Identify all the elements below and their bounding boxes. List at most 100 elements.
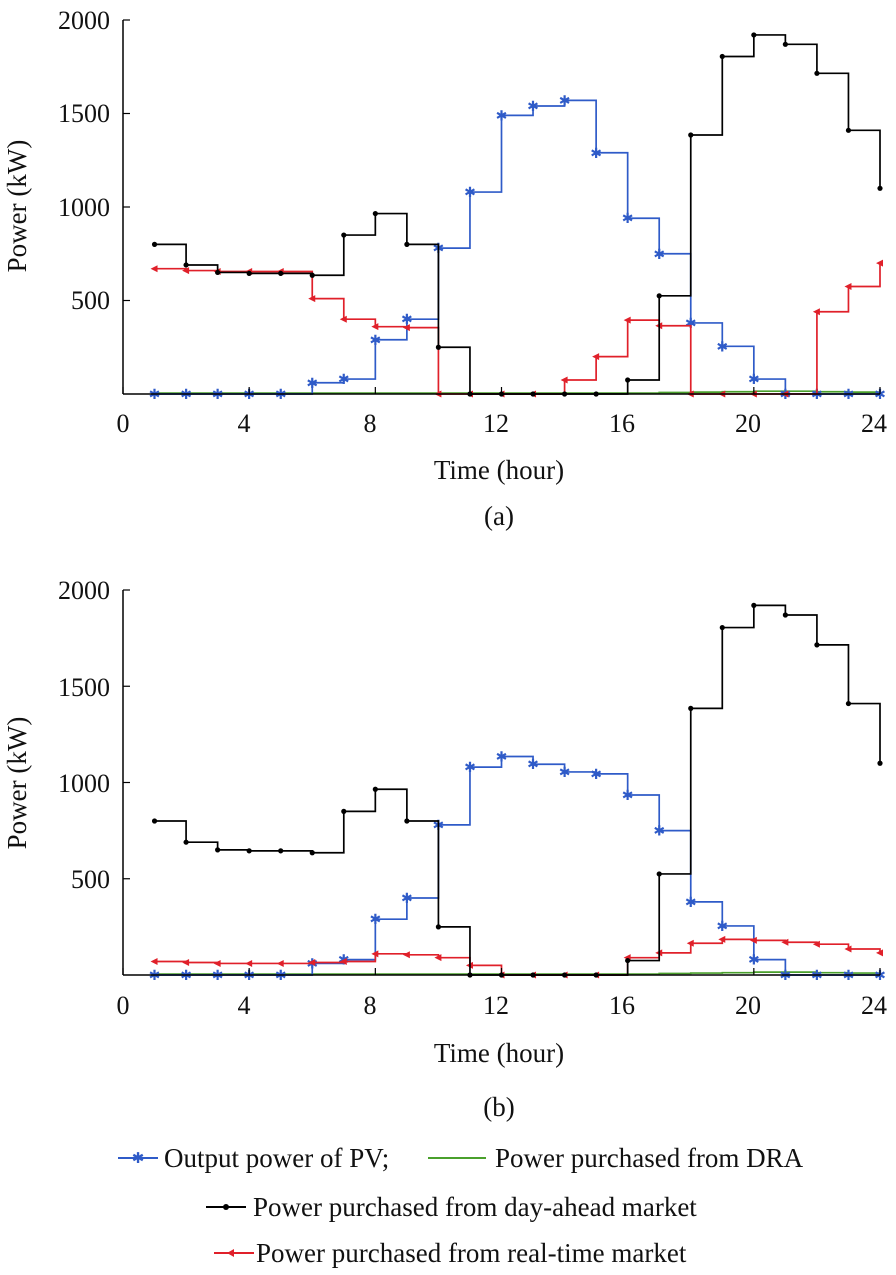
- point-marker-dam: [656, 293, 662, 299]
- point-marker-pv: ✱: [843, 968, 855, 984]
- point-marker-dam: [341, 808, 347, 814]
- point-marker-pv: ✱: [843, 387, 855, 403]
- point-marker-pv: ✱: [401, 312, 413, 328]
- legend: ✱ Output power of PV; Power purchased fr…: [118, 1143, 804, 1268]
- point-marker-pv: ✱: [622, 211, 634, 227]
- point-marker-pv: ✱: [527, 757, 539, 773]
- series-dra: [154, 971, 880, 975]
- y-tick-label: 500: [71, 286, 110, 315]
- point-marker-dam: [183, 262, 189, 268]
- series-pv: ✱✱✱✱✱✱✱✱✱✱✱✱✱✱✱✱✱✱✱✱✱✱✱✱: [149, 93, 886, 403]
- point-marker-dam: [341, 232, 347, 238]
- point-marker-rtm: [150, 958, 158, 966]
- point-marker-pv: ✱: [369, 333, 381, 349]
- y-tick-label: 1000: [58, 769, 110, 798]
- point-marker-pv: ✱: [212, 387, 224, 403]
- legend-label-dra: Power purchased from DRA: [495, 1143, 804, 1173]
- point-marker-pv: ✱: [622, 788, 634, 804]
- point-marker-dam: [719, 53, 725, 60]
- legend-marker-rtm: [227, 1249, 234, 1257]
- point-marker-dam: [246, 848, 252, 854]
- point-marker-pv: ✱: [716, 919, 728, 935]
- point-marker-dam: [151, 241, 158, 247]
- series-dam: [151, 32, 883, 397]
- point-marker-dam: [309, 272, 315, 278]
- point-marker-dam: [814, 70, 820, 76]
- point-marker-rtm: [686, 939, 694, 947]
- point-marker-dam: [877, 185, 883, 191]
- series-line-pv: [154, 99, 880, 395]
- x-tick-label: 20: [735, 409, 761, 438]
- y-tick-label: 2000: [58, 6, 110, 35]
- point-marker-pv: ✱: [149, 968, 161, 984]
- point-marker-dam: [814, 642, 820, 648]
- point-marker-dam: [404, 818, 410, 824]
- point-marker-dam: [751, 602, 757, 609]
- x-tick-label: 0: [117, 991, 130, 1020]
- point-marker-pv: ✱: [748, 372, 760, 388]
- x-tick-label: 4: [238, 409, 251, 438]
- point-marker-pv: ✱: [653, 824, 665, 840]
- point-marker-rtm: [876, 259, 883, 267]
- point-marker-rtm: [371, 950, 379, 958]
- point-marker-pv: ✱: [464, 760, 476, 776]
- point-marker-pv: ✱: [180, 387, 192, 403]
- point-marker-dam: [719, 624, 725, 631]
- point-marker-pv: ✱: [780, 968, 792, 984]
- point-marker-pv: ✱: [653, 247, 665, 263]
- y-tick-label: 1000: [58, 193, 110, 222]
- series-line-rtm: [154, 938, 881, 976]
- point-marker-pv: ✱: [306, 376, 318, 392]
- y-tick-label: 500: [71, 865, 110, 894]
- point-marker-pv: ✱: [243, 387, 255, 403]
- point-marker-dam: [404, 241, 410, 247]
- point-marker-pv: ✱: [559, 93, 571, 109]
- point-marker-rtm: [308, 958, 316, 966]
- series-line-dam: [154, 604, 881, 976]
- point-marker-pv: ✱: [811, 387, 823, 403]
- legend-entry-rtm: Power purchased from real-time market: [214, 1238, 687, 1268]
- point-marker-dam: [278, 848, 284, 854]
- point-marker-rtm: [245, 959, 253, 967]
- point-marker-dam: [782, 612, 788, 618]
- x-tick-label: 8: [364, 409, 377, 438]
- x-tick-label: 16: [609, 409, 635, 438]
- legend-label-pv: Output power of PV;: [164, 1143, 389, 1173]
- point-marker-dam: [215, 847, 221, 853]
- point-marker-pv: ✱: [874, 968, 886, 984]
- y-axis-label: Power (kW): [2, 717, 32, 850]
- point-marker-dam: [877, 760, 883, 766]
- point-marker-pv: ✱: [496, 750, 508, 766]
- point-marker-rtm: [339, 315, 347, 323]
- panel-title-b: (b): [483, 1092, 514, 1122]
- point-marker-rtm: [402, 324, 410, 332]
- x-tick-label: 24: [861, 991, 887, 1020]
- point-marker-dam: [845, 700, 852, 707]
- point-marker-rtm: [876, 949, 883, 957]
- x-tick-label: 0: [117, 409, 130, 438]
- point-marker-rtm: [812, 940, 820, 948]
- x-tick-label: 16: [609, 991, 635, 1020]
- point-marker-dam: [782, 41, 788, 47]
- point-marker-rtm: [844, 282, 852, 290]
- point-marker-pv: ✱: [716, 339, 728, 355]
- legend-entry-dam: Power purchased from day-ahead market: [206, 1192, 697, 1222]
- point-marker-pv: ✱: [685, 316, 697, 332]
- chart-panel-b: ✱✱✱✱✱✱✱✱✱✱✱✱✱✱✱✱✱✱✱✱✱✱✱✱ 2000 1500 1000 …: [2, 576, 887, 1122]
- point-marker-pv: ✱: [685, 895, 697, 911]
- point-marker-pv: ✱: [275, 387, 287, 403]
- point-marker-dam: [435, 924, 442, 930]
- point-marker-rtm: [339, 958, 347, 966]
- point-marker-rtm: [213, 959, 221, 967]
- point-marker-dam: [688, 132, 694, 138]
- series-line-dra: [154, 390, 880, 394]
- legend-label-rtm: Power purchased from real-time market: [256, 1238, 687, 1268]
- series-dam: [151, 602, 883, 978]
- point-marker-dam: [151, 818, 158, 824]
- series-line-dra: [154, 971, 880, 975]
- point-marker-dam: [309, 850, 315, 856]
- legend-label-dam: Power purchased from day-ahead market: [253, 1192, 697, 1222]
- series-line-pv: [154, 755, 880, 976]
- y-tick-label: 2000: [58, 576, 110, 605]
- point-marker-rtm: [371, 323, 379, 331]
